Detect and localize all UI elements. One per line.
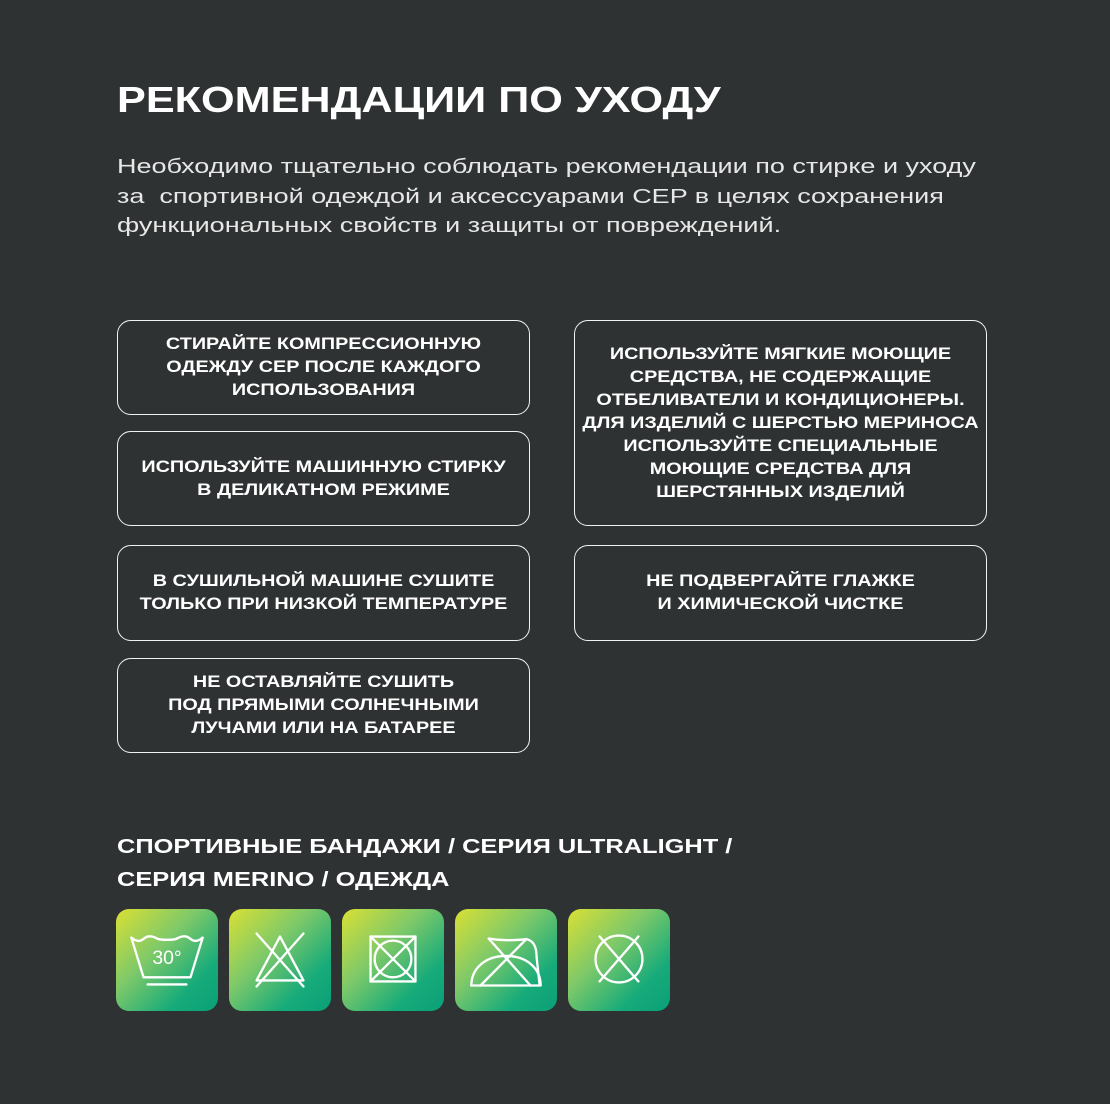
- svg-text:30°: 30°: [152, 947, 181, 969]
